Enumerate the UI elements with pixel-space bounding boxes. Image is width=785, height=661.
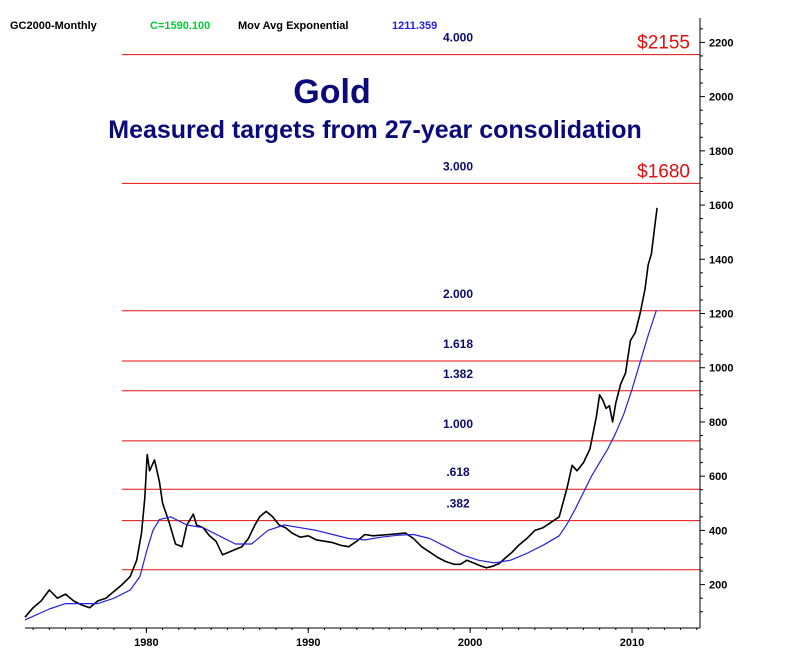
symbol-label: GC2000-Monthly: [10, 20, 98, 32]
level-label-0: .382: [446, 497, 470, 511]
indicator-label: Mov Avg Exponential: [238, 20, 348, 32]
y-tick-label-9: 2000: [709, 92, 733, 104]
x-ticks: 1980 1990 2000 2010: [32, 628, 698, 649]
x-tick-label-1: 1990: [296, 637, 320, 649]
level-label-1: .618: [446, 465, 470, 479]
level-label-2: 1.000: [443, 417, 473, 431]
price-series-line: [24, 207, 658, 618]
x-tick-label-3: 2010: [620, 637, 644, 649]
y-tick-label-6: 1400: [709, 254, 733, 266]
y-tick-label-4: 1000: [709, 363, 733, 375]
y-tick-label-8: 1800: [709, 146, 733, 158]
x-tick-label-0: 1980: [134, 637, 158, 649]
y-ticks: 200 400 600 800 1000 1200 1400 1600 1800 2000 2200: [700, 28, 733, 613]
y-tick-label-3: 800: [709, 417, 727, 429]
y-tick-label-1: 400: [709, 525, 727, 537]
y-tick-label-5: 1200: [709, 309, 733, 321]
chart-title: Gold: [293, 73, 370, 111]
y-tick-label-2: 600: [709, 471, 727, 483]
series-group: [24, 207, 658, 621]
target-label-1: $2155: [637, 33, 690, 54]
ema-series-line: [24, 310, 657, 621]
level-label-6: 3.000: [443, 159, 473, 173]
y-tick-label-7: 1600: [709, 200, 733, 212]
level-label-7: 4.000: [443, 31, 473, 45]
level-label-5: 2.000: [443, 287, 473, 301]
close-value-label: C=1590.100: [150, 20, 210, 32]
chart-subtitle: Measured targets from 27-year consolidat…: [108, 116, 641, 144]
indicator-value-label: 1211.359: [392, 20, 437, 32]
level-label-4: 1.618: [443, 337, 473, 351]
y-tick-label-0: 200: [709, 580, 727, 592]
level-label-3: 1.382: [443, 367, 473, 381]
target-label-0: $1680: [637, 161, 690, 182]
fib-levels: .382 .618 1.000 1.382 1.618 2.000 3.000 4.000 $1…: [122, 31, 700, 571]
y-tick-label-10: 2200: [709, 37, 733, 49]
x-tick-label-2: 2000: [458, 637, 482, 649]
